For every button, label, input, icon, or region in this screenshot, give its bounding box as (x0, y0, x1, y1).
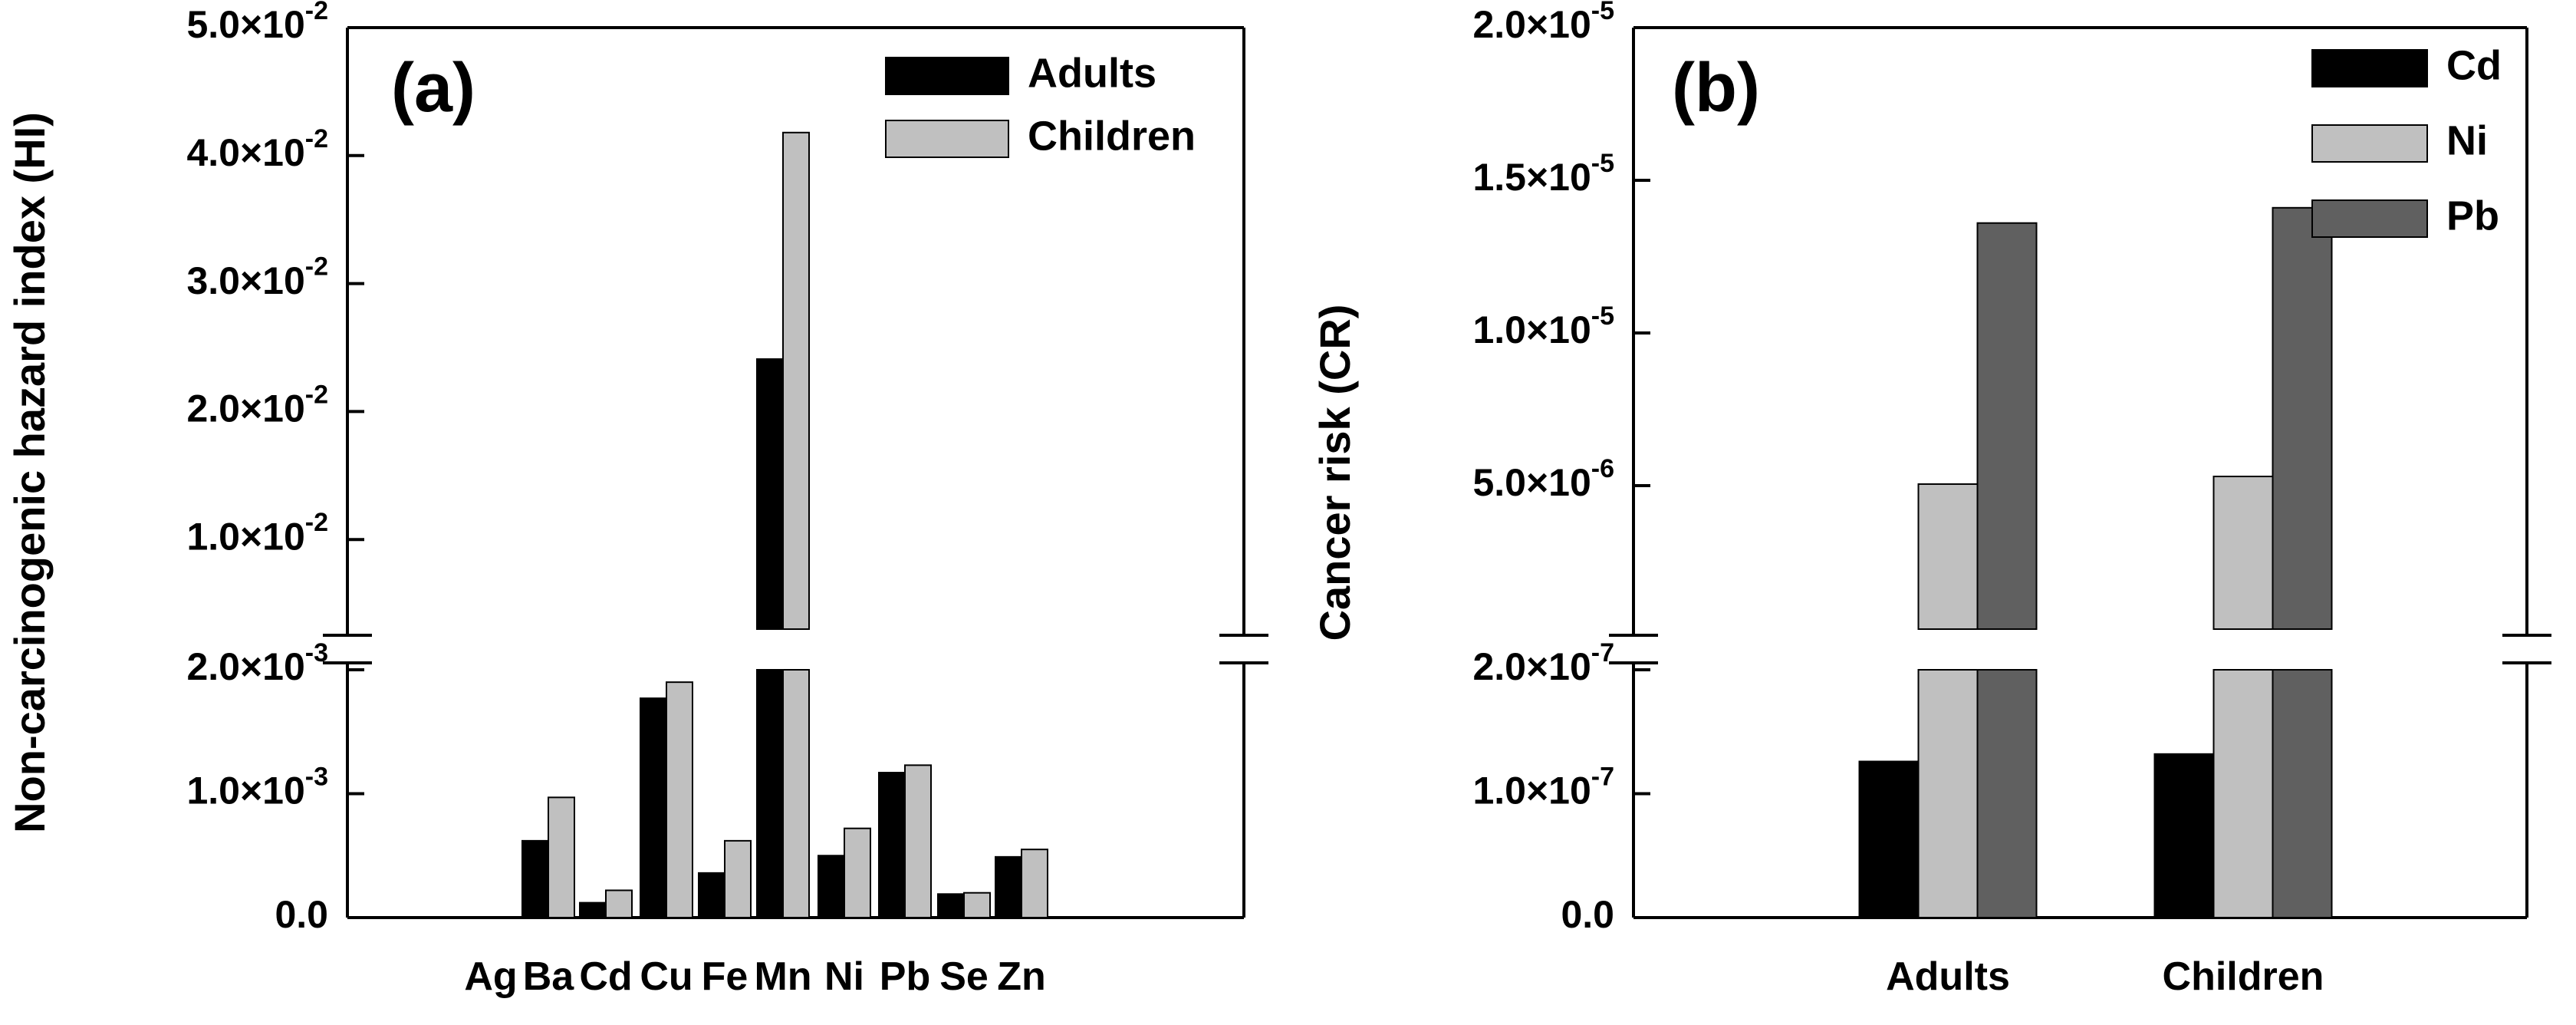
legend-swatch-ni (2311, 124, 2428, 163)
bar-cd-adults (1858, 760, 1920, 919)
y-tick-label: 1.0×10-7 (1472, 762, 1614, 812)
x-tick-label: Pb (880, 954, 930, 999)
bar-adults-fe (698, 872, 725, 918)
legend-swatch-pb (2311, 199, 2428, 238)
bar-adults-cd (579, 901, 607, 918)
bar-children-mn (782, 669, 810, 918)
legend-label-pb: Pb (2446, 193, 2499, 239)
x-tick-label: Se (939, 954, 989, 999)
bar-children-cu (666, 681, 693, 919)
x-tick-label: Cu (640, 954, 693, 999)
x-tick-label: Ni (824, 954, 864, 999)
bar-children-ni (844, 827, 871, 918)
bar-adults-zn (995, 855, 1022, 918)
bar-cd-children (2153, 753, 2215, 918)
legend-swatch-adults (885, 57, 1009, 95)
chart-panel-a: 0.0 1.0×10-3 2.0×10-3 1.0×10-2 2.0×10-2 3.0×1… (5, 0, 1268, 999)
bar-pb-children-upper (2272, 206, 2333, 631)
bar-adults-mn-upper (756, 358, 784, 630)
bar-adults-mn (756, 669, 784, 918)
y-tick-label: 1.5×10-5 (1472, 149, 1614, 199)
bar-children-cd (605, 889, 633, 918)
bar-adults-pb (878, 772, 906, 918)
x-tick-label: Ag (464, 954, 517, 999)
y-tick-label: 5.0×10-6 (1472, 454, 1614, 504)
bar-ni-adults-upper (1917, 483, 1979, 631)
legend-label-children: Children (1028, 113, 1196, 159)
bar-adults-ni (818, 855, 845, 918)
legend-swatch-children (885, 120, 1009, 158)
y-tick-label: 1.0×10-5 (1472, 302, 1614, 351)
y-tick-label: 2.0×10-2 (186, 380, 328, 430)
bar-children-ba (548, 796, 575, 918)
y-tick-label: 2.0×10-7 (1472, 638, 1614, 688)
bar-adults-se (937, 893, 965, 918)
y-tick-label: 5.0×10-2 (186, 0, 328, 46)
bar-ni-children-upper (2212, 476, 2274, 631)
bar-ni-children (2212, 669, 2274, 918)
y-tick-label: 1.0×10-2 (186, 508, 328, 558)
bar-ni-adults (1917, 669, 1979, 918)
bar-children-fe (724, 839, 752, 918)
bar-children-zn (1021, 849, 1048, 919)
y-tick-label: 1.0×10-3 (186, 762, 328, 812)
bar-children-se (963, 892, 991, 918)
x-tick-label: Mn (754, 954, 811, 999)
panel-label: (b) (1672, 50, 1760, 127)
y-tick-label: 2.0×10-3 (186, 638, 328, 688)
panel-label: (a) (391, 50, 475, 127)
y-tick-label: 4.0×10-2 (186, 124, 328, 174)
x-tick-label: Zn (997, 954, 1046, 999)
chart-panel-b: 0.0 1.0×10-7 2.0×10-7 5.0×10-6 1.0×10-5 1.5×1… (1311, 0, 2551, 999)
bar-pb-adults (1976, 669, 2038, 918)
bar-adults-cu (640, 697, 667, 919)
y-tick-label: 2.0×10-5 (1472, 0, 1614, 46)
x-tick-label: Ba (523, 954, 575, 999)
bar-adults-ba (521, 839, 549, 918)
x-tick-label: Children (2163, 954, 2324, 999)
legend-label-adults: Adults (1028, 50, 1156, 96)
bar-pb-children (2272, 669, 2333, 918)
y-tick-label: 0.0 (275, 893, 328, 936)
legend-label-ni: Ni (2446, 117, 2488, 163)
x-tick-label: Adults (1886, 954, 2010, 999)
bar-children-mn-upper (782, 131, 810, 631)
y-tick-label: 0.0 (1561, 893, 1614, 936)
x-tick-label: Cd (579, 954, 632, 999)
bar-children-pb (904, 764, 932, 918)
legend-label-cd: Cd (2446, 42, 2502, 88)
y-axis-title: Non-carcinogenic hazard index (HI) (5, 112, 54, 833)
y-tick-label: 3.0×10-2 (186, 252, 328, 302)
y-axis-title: Cancer risk (CR) (1311, 305, 1359, 641)
bar-pb-adults-upper (1976, 222, 2038, 630)
legend-swatch-cd (2311, 49, 2428, 87)
x-tick-label: Fe (702, 954, 748, 999)
